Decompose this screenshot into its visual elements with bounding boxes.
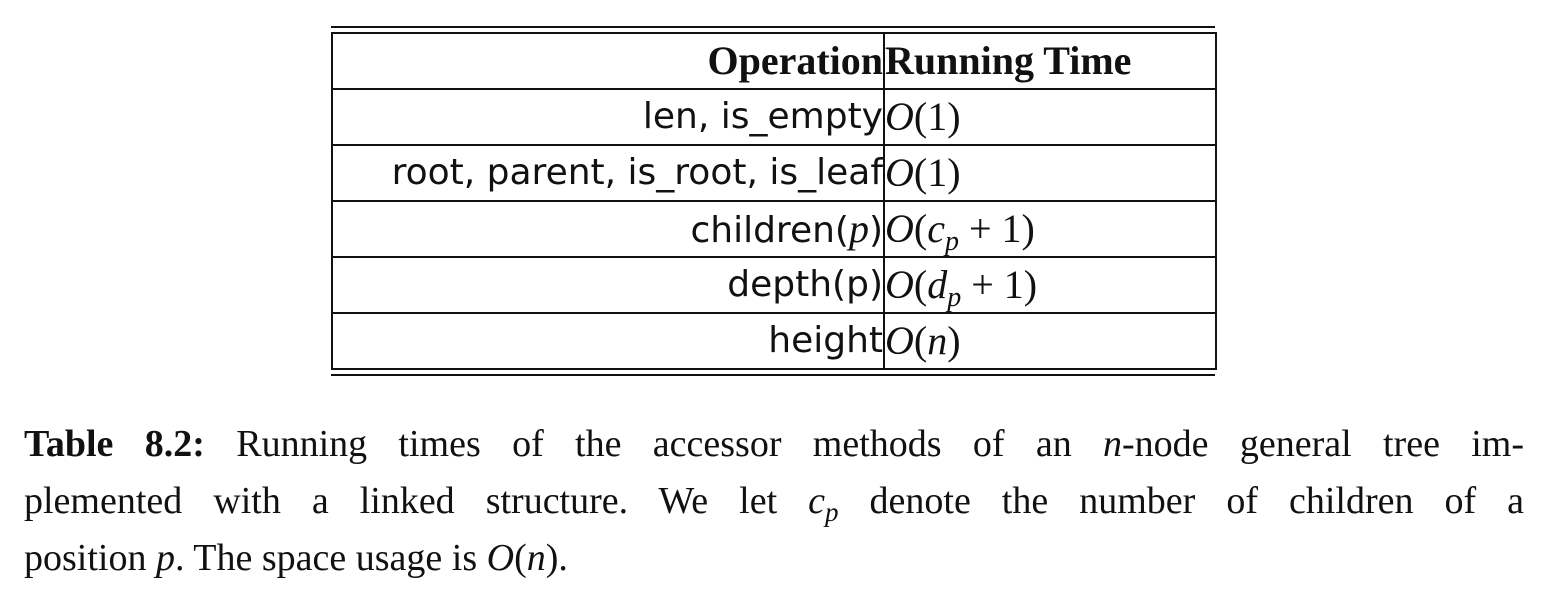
table-row: height O(n) xyxy=(331,312,1217,370)
table-row: depth(p) O(dp + 1) xyxy=(331,256,1217,314)
table-row: len, is_empty O(1) xyxy=(331,88,1217,146)
caption-line-1: Table 8.2: Running times of the accessor… xyxy=(24,423,1525,465)
running-time-cell: O(dp + 1) xyxy=(883,256,1217,314)
table-row: root, parent, is_root, is_leaf O(1) xyxy=(331,144,1217,202)
caption-label: Table 8.2: xyxy=(24,423,205,465)
top-rule xyxy=(331,26,1215,28)
running-time-cell: O(1) xyxy=(883,88,1217,146)
complexity-table-block: Operation Running Time len, is_empty O(1… xyxy=(331,26,1217,376)
caption-line-2: plemented with a linked structure. We le… xyxy=(24,480,1525,527)
table-caption: Table 8.2: Running times of the accessor… xyxy=(24,416,1524,587)
table-header-row: Operation Running Time xyxy=(331,32,1217,90)
operation-cell: len, is_empty xyxy=(331,88,885,146)
running-time-cell: O(1) xyxy=(883,144,1217,202)
operation-cell: height xyxy=(331,312,885,370)
header-running-time: Running Time xyxy=(883,32,1217,90)
header-operation: Operation xyxy=(331,32,885,90)
running-time-table: Operation Running Time len, is_empty O(1… xyxy=(331,32,1217,370)
operation-cell: children(p) xyxy=(331,200,885,258)
table-row: children(p) O(cp + 1) xyxy=(331,200,1217,258)
running-time-cell: O(cp + 1) xyxy=(883,200,1217,258)
bottom-rule xyxy=(331,374,1215,376)
operation-cell: root, parent, is_root, is_leaf xyxy=(331,144,885,202)
operation-cell: depth(p) xyxy=(331,256,885,314)
running-time-cell: O(n) xyxy=(883,312,1217,370)
caption-line-3: position p. The space usage is O(n). xyxy=(24,537,568,579)
